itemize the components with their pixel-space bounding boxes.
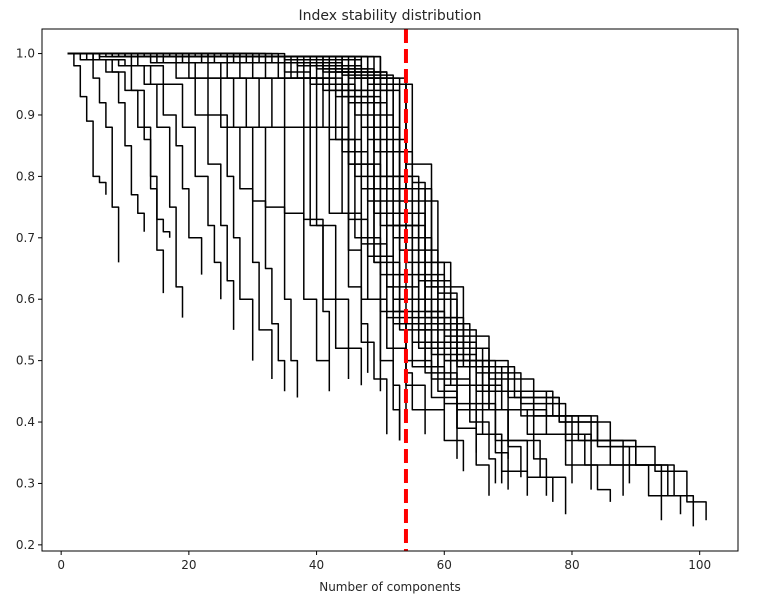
series-line-26	[67, 52, 663, 521]
y-tick-label: 0.8	[16, 169, 35, 183]
series-line-21	[67, 52, 529, 496]
y-tick-label: 0.3	[16, 476, 35, 490]
series-line-7	[67, 52, 203, 275]
y-tick-label: 0.7	[16, 231, 35, 245]
series-line-36	[67, 52, 509, 490]
x-axis: 0 20 40 60 80 100	[57, 551, 711, 572]
x-tick-label: 60	[437, 558, 452, 572]
series-line-43	[67, 52, 446, 410]
series-line-6	[67, 52, 184, 318]
series-line-19	[67, 52, 458, 459]
series-line-25	[67, 52, 624, 496]
y-tick-label: 1.0	[16, 47, 35, 61]
series-layer	[67, 52, 707, 527]
series-line-29	[67, 52, 707, 521]
x-axis-title: Number of components	[319, 580, 461, 594]
plot-frame	[41, 28, 739, 552]
series-line-17	[67, 52, 382, 392]
series-line-37	[67, 52, 548, 496]
series-line-49	[67, 52, 369, 373]
series-line-46	[67, 52, 401, 441]
x-tick-label: 100	[688, 558, 711, 572]
x-tick-label: 0	[57, 558, 65, 572]
series-line-10	[67, 52, 254, 361]
chart-title: Index stability distribution	[299, 8, 482, 24]
series-line-5	[67, 52, 165, 294]
x-tick-label: 80	[564, 558, 579, 572]
series-line-34	[67, 52, 522, 478]
y-tick-label: 0.2	[16, 538, 35, 552]
y-tick-label: 0.9	[16, 108, 35, 122]
x-tick-label: 40	[309, 558, 324, 572]
series-line-3	[67, 52, 145, 232]
series-line-33	[67, 52, 573, 484]
series-line-40	[67, 52, 458, 429]
x-tick-label: 20	[181, 558, 196, 572]
series-line-50	[67, 52, 331, 361]
series-line-11	[67, 52, 273, 379]
y-tick-label: 0.5	[16, 354, 35, 368]
y-axis: 0.2 0.3 0.4 0.5 0.6 0.7 0.8 0.9 1.0	[16, 47, 42, 552]
y-tick-label: 0.6	[16, 292, 35, 306]
series-line-47	[67, 52, 388, 435]
y-tick-label: 0.4	[16, 415, 35, 429]
series-line-1	[67, 52, 107, 195]
series-line-2	[67, 52, 120, 263]
series-line-14	[67, 52, 331, 392]
series-line-24	[67, 52, 612, 502]
